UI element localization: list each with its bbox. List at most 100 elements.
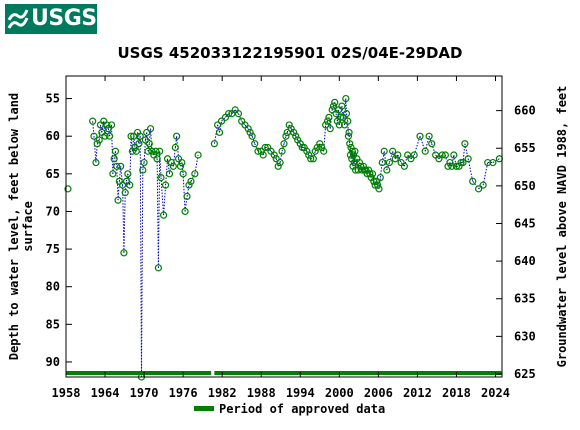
legend: Period of approved data: [194, 402, 385, 416]
data-point: [90, 132, 98, 140]
connector-line: [400, 162, 405, 167]
data-point: [389, 147, 397, 155]
data-point: [225, 110, 233, 118]
data-point: [111, 147, 120, 155]
y-tick-label: 60: [46, 129, 60, 143]
data-point: [345, 128, 353, 137]
data-point: [311, 147, 319, 155]
y-axis-ticks: 55 60 65 70 75 80 85 90: [46, 92, 72, 369]
y2-tick-label: 655: [514, 141, 536, 155]
connector-line: [217, 124, 221, 133]
connector-line: [176, 136, 180, 159]
data-point: [362, 166, 370, 174]
data-point: [254, 147, 262, 155]
connector-line: [104, 124, 108, 137]
data-point: [469, 177, 477, 185]
data-point: [337, 113, 345, 121]
data-point: [210, 140, 218, 148]
data-point: [148, 147, 156, 155]
data-point: [383, 166, 391, 174]
data-point: [378, 158, 386, 167]
connector-line: [231, 109, 236, 114]
data-point: [425, 132, 433, 140]
data-point: [274, 162, 282, 170]
data-point: [309, 155, 317, 163]
connector-line: [428, 136, 433, 144]
y2-tick-label: 650: [514, 179, 536, 193]
data-point: [410, 151, 418, 159]
x-tick-label: 1976: [169, 386, 198, 400]
y2-tick-label: 635: [514, 292, 536, 306]
data-point: [348, 147, 356, 155]
data-point: [163, 155, 172, 163]
data-point: [280, 140, 288, 148]
connector-line: [225, 113, 230, 118]
y-tick-label: 75: [46, 242, 60, 256]
data-point: [117, 162, 125, 170]
data-point: [344, 132, 353, 140]
data-point: [342, 110, 351, 118]
data-point: [444, 162, 452, 170]
approved-period-bars: [66, 371, 502, 375]
data-point: [357, 162, 365, 170]
data-point: [320, 147, 328, 155]
connector-line: [221, 117, 226, 122]
data-point: [296, 140, 304, 148]
y-tick-label: 80: [46, 280, 60, 294]
data-point: [479, 181, 487, 189]
data-point: [103, 121, 111, 129]
data-point: [179, 170, 187, 178]
data-point: [459, 158, 467, 167]
y-axis-label-line1: Depth to water level, feet below land: [7, 93, 21, 360]
data-point: [276, 158, 284, 167]
data-point: [124, 170, 132, 178]
data-point: [132, 147, 140, 155]
data-point: [346, 151, 354, 159]
data-point: [347, 143, 355, 152]
data-point: [285, 121, 293, 129]
data-point: [441, 151, 449, 159]
connector-line: [163, 185, 167, 216]
x-tick-label: 2000: [325, 386, 354, 400]
connector-line: [279, 151, 283, 163]
connector-line: [124, 181, 128, 193]
connector-line: [241, 120, 246, 126]
data-point: [461, 140, 469, 148]
data-point: [113, 162, 121, 170]
connector-line: [386, 162, 390, 171]
data-point: [375, 185, 383, 193]
data-point: [446, 158, 454, 167]
data-point: [484, 158, 492, 167]
data-point: [335, 121, 343, 129]
data-point: [329, 102, 338, 110]
data-point: [153, 155, 161, 163]
data-point: [144, 147, 152, 155]
y-tick-label: 70: [46, 204, 60, 218]
data-point: [324, 117, 332, 125]
data-point: [316, 140, 324, 148]
connector-line: [160, 177, 165, 216]
data-point: [244, 125, 252, 133]
data-point: [455, 162, 463, 170]
x-tick-label: 1958: [52, 386, 81, 400]
usgs-logo[interactable]: USGS: [5, 4, 97, 34]
connector-line: [142, 162, 145, 171]
connector-line: [388, 151, 394, 163]
connector-line: [438, 154, 443, 160]
data-point: [185, 181, 193, 189]
data-point: [246, 128, 254, 137]
data-point: [261, 143, 269, 152]
data-point: [139, 166, 147, 174]
data-point: [95, 136, 103, 144]
y2-tick-label: 645: [514, 216, 536, 230]
connector-line: [348, 132, 351, 144]
connector-line: [133, 136, 136, 148]
y-tick-label: 65: [46, 167, 60, 181]
data-point: [109, 170, 117, 178]
y-tick-label: 85: [46, 317, 60, 331]
data-point: [107, 121, 116, 129]
data-point: [464, 155, 472, 163]
data-point: [374, 181, 382, 189]
connector-line: [290, 128, 295, 133]
connector-line: [347, 121, 349, 137]
